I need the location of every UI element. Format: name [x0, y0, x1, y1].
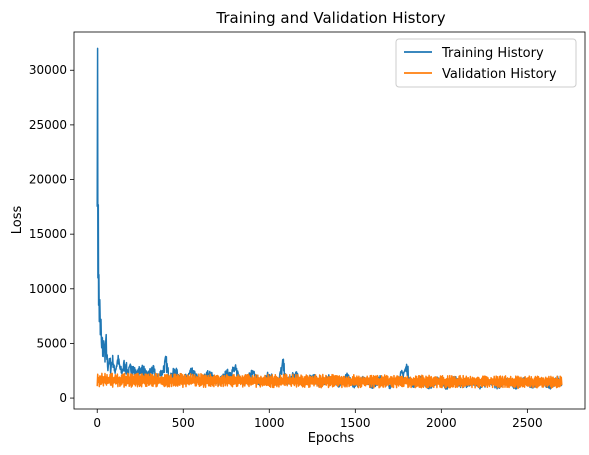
x-tick-label: 500	[172, 416, 195, 430]
y-tick-label: 0	[59, 391, 67, 405]
legend: Training History Validation History	[395, 38, 577, 88]
chart-title: Training and Validation History	[215, 9, 445, 27]
legend-box	[395, 38, 577, 88]
x-tick-label: 0	[93, 416, 101, 430]
y-tick-label: 10000	[29, 282, 67, 296]
x-tick-label: 2000	[426, 416, 457, 430]
legend-label-validation: Validation History	[442, 67, 557, 82]
y-axis-label: Loss	[10, 206, 25, 235]
x-tick-label: 1000	[254, 416, 285, 430]
x-axis-label: Epochs	[308, 431, 355, 446]
x-tick-label: 1500	[340, 416, 371, 430]
series-line-validation	[96, 372, 563, 389]
x-tick-label: 2500	[512, 416, 543, 430]
axis-ticks: 0 500 1000 1500 2000 250005000100001500020000…	[29, 63, 543, 430]
axes-frame	[73, 31, 586, 410]
y-tick-label: 15000	[29, 227, 67, 241]
y-tick-label: 20000	[29, 173, 67, 187]
plot-area	[73, 31, 586, 410]
y-tick-label: 30000	[29, 63, 67, 77]
y-tick-label: 5000	[36, 336, 67, 350]
y-tick-label: 25000	[29, 118, 67, 132]
legend-label-training: Training History	[441, 46, 544, 61]
series-group	[96, 47, 563, 390]
